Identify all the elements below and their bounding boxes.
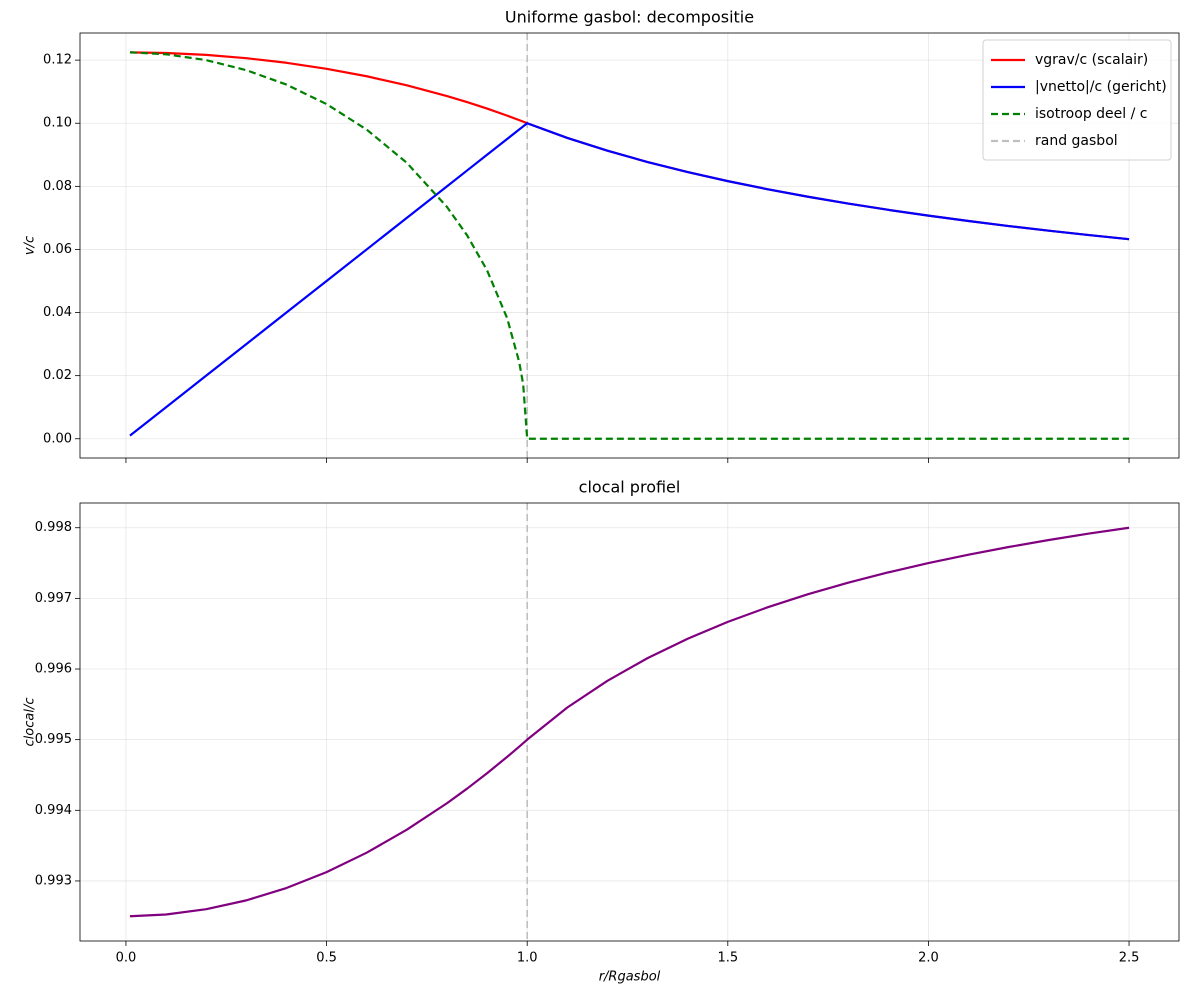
x-tick-label: 0.0 [116, 951, 137, 966]
y-tick-label: 0.995 [35, 732, 72, 747]
y-axis-label: clocal/c [23, 698, 38, 747]
axes-frame [79, 502, 1180, 942]
line-series [129, 526, 1130, 918]
chart-title: Uniforme gasbol: decompositie [505, 8, 754, 27]
y-tick-label: 0.998 [35, 520, 72, 535]
legend-label: vgrav/c (scalair) [1035, 52, 1148, 68]
legend-label: isotroop deel / c [1035, 106, 1147, 122]
y-tick-label: 0.02 [43, 368, 72, 383]
y-tick-label: 0.997 [35, 591, 72, 606]
y-axis-label: v/c [23, 236, 38, 255]
y-tick-label: 0.993 [35, 873, 72, 888]
y-tick-label: 0.00 [43, 431, 72, 446]
x-tick-label: 2.0 [918, 951, 939, 966]
x-tick-label: 1.5 [717, 951, 738, 966]
y-tick-label: 0.08 [43, 179, 72, 194]
y-tick-label: 0.06 [43, 242, 72, 257]
axes-frame [79, 32, 1180, 459]
y-tick-label: 0.04 [43, 305, 72, 320]
legend-label: rand gasbol [1035, 133, 1118, 149]
y-tick-label: 0.996 [35, 662, 72, 677]
x-axis-label: r/Rgasbol [599, 970, 661, 985]
x-tick-label: 2.5 [1119, 951, 1140, 966]
legend-label: |vnetto|/c (gericht) [1035, 79, 1167, 95]
x-tick-label: 0.5 [316, 951, 337, 966]
line-series [129, 122, 1130, 437]
x-tick-label: 1.0 [517, 951, 538, 966]
chart-title: clocal profiel [579, 478, 681, 497]
y-tick-label: 0.10 [43, 116, 72, 131]
y-tick-label: 0.12 [43, 53, 72, 68]
y-tick-label: 0.994 [35, 803, 72, 818]
legend-box [982, 39, 1172, 161]
